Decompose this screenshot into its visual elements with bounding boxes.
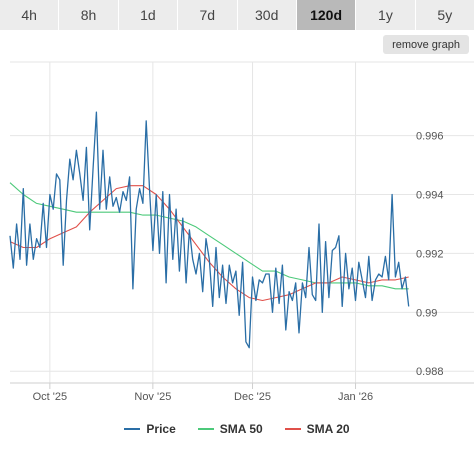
range-tab-8h[interactable]: 8h <box>59 0 119 30</box>
legend-label-sma20: SMA 20 <box>306 422 350 436</box>
range-tab-5y[interactable]: 5y <box>415 0 474 30</box>
y-tick-label: 0.99 <box>416 307 437 319</box>
time-range-selector: 4h 8h 1d 7d 30d 120d 1y 5y <box>0 0 474 30</box>
y-tick-label: 0.994 <box>416 190 444 202</box>
y-tick-label: 0.996 <box>416 131 444 143</box>
series-line-price <box>9 111 410 349</box>
range-tab-7d[interactable]: 7d <box>178 0 238 30</box>
range-tab-30d[interactable]: 30d <box>237 0 297 30</box>
legend-item-sma50[interactable]: SMA 50 <box>197 422 263 436</box>
range-tab-120d[interactable]: 120d <box>296 0 357 30</box>
x-tick-label: Nov '25 <box>134 391 171 403</box>
range-tab-1y[interactable]: 1y <box>356 0 416 30</box>
y-tick-label: 0.988 <box>416 366 444 378</box>
range-tab-1d[interactable]: 1d <box>118 0 179 30</box>
legend-item-price[interactable]: Price <box>124 422 176 436</box>
y-tick-label: 0.992 <box>416 248 444 260</box>
legend-swatch-price <box>124 428 141 430</box>
range-tab-4h[interactable]: 4h <box>0 0 60 30</box>
legend-swatch-sma20 <box>284 428 301 430</box>
legend-item-sma20[interactable]: SMA 20 <box>284 422 350 436</box>
x-tick-label: Jan '26 <box>338 391 373 403</box>
legend-label-sma50: SMA 50 <box>219 422 263 436</box>
chart-legend: Price SMA 50 SMA 20 <box>0 420 474 438</box>
legend-label-price: Price <box>146 422 176 436</box>
series-line-sma50 <box>9 182 409 290</box>
legend-swatch-sma50 <box>197 428 214 430</box>
remove-graph-button[interactable]: remove graph <box>383 35 469 54</box>
x-tick-label: Oct '25 <box>33 391 68 403</box>
x-tick-label: Dec '25 <box>234 391 271 403</box>
